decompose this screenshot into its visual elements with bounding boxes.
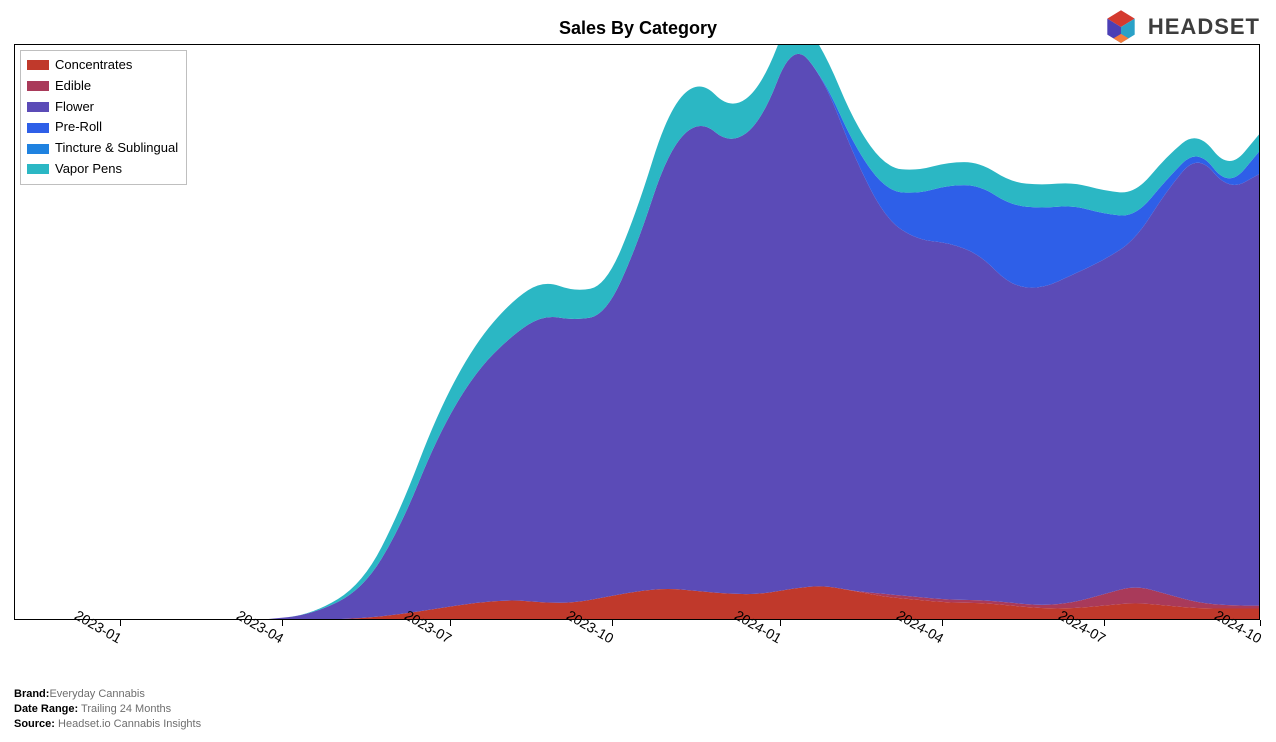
brand-logo: HEADSET [1102,8,1260,46]
legend-label: Flower [55,97,94,118]
legend-swatch [27,60,49,70]
meta-date-range: Date Range: Trailing 24 Months [14,702,201,717]
x-tick [612,620,613,626]
legend-label: Tincture & Sublingual [55,138,178,159]
legend-item: Flower [27,97,178,118]
chart-title: Sales By Category [0,18,1276,39]
legend-label: Edible [55,76,91,97]
legend-item: Edible [27,76,178,97]
legend-label: Concentrates [55,55,132,76]
legend-swatch [27,144,49,154]
page: Sales By Category HEADSET ConcentratesEd… [0,0,1276,742]
legend-item: Tincture & Sublingual [27,138,178,159]
x-tick [780,620,781,626]
legend-label: Pre-Roll [55,117,102,138]
x-tick [942,620,943,626]
legend-item: Vapor Pens [27,159,178,180]
headset-logo-icon [1102,8,1140,46]
legend-item: Concentrates [27,55,178,76]
x-tick [450,620,451,626]
chart-plot-area: ConcentratesEdibleFlowerPre-RollTincture… [14,44,1260,620]
area-series [14,54,1260,620]
brand-logo-text: HEADSET [1148,14,1260,40]
legend-swatch [27,81,49,91]
meta-source: Source: Headset.io Cannabis Insights [14,717,201,732]
x-axis-labels: 2023-012023-042023-072023-102024-012024-… [14,620,1260,676]
x-tick [1260,620,1261,626]
stacked-area-svg [14,44,1260,620]
x-tick [1104,620,1105,626]
legend-label: Vapor Pens [55,159,122,180]
chart-metadata: Brand:Everyday Cannabis Date Range: Trai… [14,687,201,732]
legend-item: Pre-Roll [27,117,178,138]
legend-swatch [27,123,49,133]
x-tick [120,620,121,626]
legend-swatch [27,164,49,174]
x-tick [282,620,283,626]
legend-swatch [27,102,49,112]
chart-legend: ConcentratesEdibleFlowerPre-RollTincture… [20,50,187,185]
meta-brand: Brand:Everyday Cannabis [14,687,201,702]
